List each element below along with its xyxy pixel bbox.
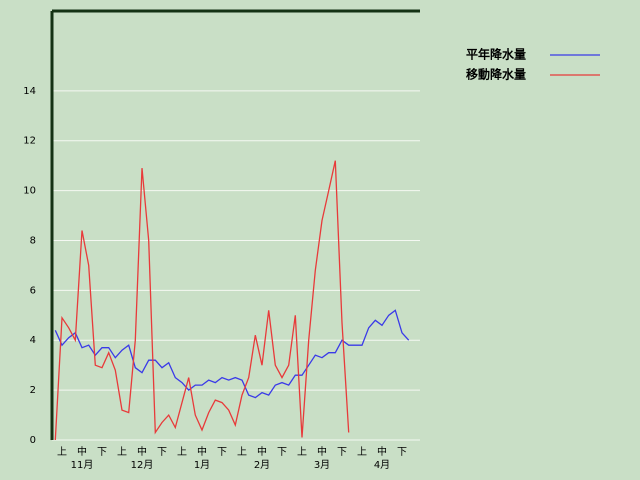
x-tick-label: 上 (117, 446, 127, 458)
month-label: 12月 (131, 459, 154, 471)
x-tick-label: 中 (77, 445, 87, 458)
month-label: 3月 (314, 459, 330, 471)
x-tick-label: 下 (397, 447, 407, 458)
x-tick-label: 中 (377, 445, 387, 458)
y-tick-label: 14 (23, 86, 36, 97)
x-tick-label: 上 (357, 446, 367, 458)
x-tick-label: 中 (257, 445, 267, 458)
x-tick-label: 下 (97, 447, 107, 458)
x-tick-label: 上 (57, 446, 67, 458)
x-tick-label: 下 (337, 447, 347, 458)
month-label: 1月 (194, 459, 210, 471)
x-tick-label: 上 (297, 446, 307, 458)
series-line (54, 160, 350, 441)
x-tick-label: 下 (217, 447, 227, 458)
y-tick-label: 12 (23, 136, 36, 147)
x-tick-label: 上 (237, 446, 247, 458)
y-tick-label: 10 (23, 186, 36, 197)
month-label: 11月 (71, 459, 94, 471)
legend-text: 平年降水量 (466, 47, 526, 62)
x-tick-label: 中 (197, 445, 207, 458)
y-tick-label: 8 (30, 235, 36, 246)
series-line (54, 309, 410, 399)
y-tick-label: 6 (30, 285, 36, 296)
month-label: 4月 (374, 459, 390, 471)
y-tick-label: 0 (30, 435, 36, 446)
month-label: 2月 (254, 459, 270, 471)
y-tick-label: 2 (30, 385, 36, 396)
x-tick-label: 下 (277, 447, 287, 458)
legend-text: 移動降水量 (466, 67, 526, 82)
x-tick-label: 中 (137, 445, 147, 458)
y-tick-label: 4 (30, 335, 36, 346)
x-tick-label: 下 (157, 447, 167, 458)
x-tick-label: 中 (317, 445, 327, 458)
x-tick-label: 上 (177, 446, 187, 458)
